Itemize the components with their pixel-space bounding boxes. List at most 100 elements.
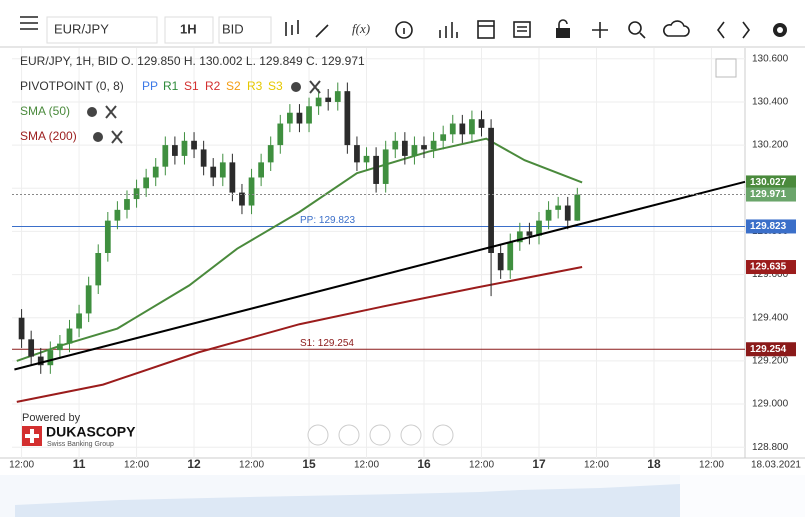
period-box[interactable] (164, 16, 214, 44)
menu-button[interactable] (20, 16, 38, 30)
price-tag (746, 342, 796, 357)
y-tick-label: 129.400 (752, 312, 789, 323)
candle-body (267, 145, 274, 163)
indicators-button[interactable]: f(x) (352, 21, 370, 36)
sma50-legend: SMA (50) (20, 104, 70, 118)
side[interactable]: BID (222, 21, 244, 36)
zoom-controls[interactable] (307, 424, 454, 446)
cloud-button[interactable] (663, 20, 690, 37)
candle-body (248, 177, 255, 206)
pivot-level: R2 (205, 79, 221, 93)
legend-controls[interactable] (87, 80, 321, 144)
candle-body (507, 242, 514, 271)
candle-body (430, 140, 437, 150)
candle-body (152, 166, 159, 178)
pivot-label: S1: 129.254 (300, 338, 354, 349)
date-label: 18.03.2021 (751, 460, 801, 471)
y-tick-label: 130.200 (752, 140, 789, 151)
pivot-level: S1 (184, 79, 199, 93)
draw-button[interactable] (315, 24, 329, 38)
settings-button[interactable] (773, 23, 787, 37)
info-button[interactable] (395, 21, 413, 39)
price-tag-label: 129.971 (750, 189, 787, 200)
candle-body (315, 97, 322, 107)
brand-tagline: Swiss Banking Group (47, 441, 114, 448)
sma-line (16, 137, 583, 362)
candle-body (181, 140, 188, 156)
brand-name: DUKASCOPY (46, 424, 136, 440)
candle-body (114, 209, 121, 221)
pivot-level: S2 (226, 79, 241, 93)
candle-body (57, 343, 63, 351)
price-tag (746, 187, 796, 202)
pivot-levels: PP R1 S1 R2 S2 R3 S3 (142, 79, 283, 93)
candle-body (229, 162, 236, 193)
price-tag-label: 129.254 (750, 344, 787, 355)
candle-body (564, 205, 571, 221)
pivot-legend: PIVOTPOINT (0, 8) (20, 79, 124, 93)
candle-body (325, 97, 332, 102)
bars-button[interactable] (439, 22, 458, 38)
sma-line (16, 266, 583, 403)
symbol[interactable]: EUR/JPY (54, 21, 109, 36)
candle-body (286, 112, 293, 124)
symbol-box[interactable] (46, 16, 158, 44)
candle-body (277, 123, 284, 146)
candle-body (28, 339, 35, 357)
sma200-legend: SMA (200) (20, 129, 77, 143)
candle-body (526, 231, 533, 236)
back-button[interactable] (717, 21, 725, 39)
candle-body (219, 162, 226, 178)
candle-body (85, 285, 92, 314)
x-tick-label: 17 (532, 457, 546, 471)
forward-button[interactable] (742, 21, 750, 39)
candle-body (459, 123, 466, 135)
side-box[interactable] (218, 16, 272, 44)
zoom-button[interactable] (628, 21, 646, 39)
chart-type-button[interactable] (285, 20, 299, 36)
pivot-level: R1 (163, 79, 179, 93)
x-tick-label: 12:00 (584, 460, 609, 471)
report-button[interactable] (513, 21, 531, 38)
x-tick-label: 12:00 (124, 460, 149, 471)
fullscreen-button[interactable] (715, 58, 737, 78)
candle-body (334, 91, 341, 102)
candle-body (104, 220, 111, 253)
candle-body (363, 155, 370, 163)
plot: 128.800 129.000 129.200 129.400 129.600 129.8… (0, 48, 805, 471)
price-tag (746, 260, 796, 275)
x-tick-label: 12:00 (9, 460, 34, 471)
pivot-level: R3 (247, 79, 263, 93)
crosshair-button[interactable] (592, 22, 608, 38)
candle-body (536, 220, 542, 236)
x-tick-label: 11 (73, 457, 86, 471)
candle-body (200, 149, 207, 167)
candle-body (440, 134, 447, 141)
candle-body (449, 123, 456, 135)
y-tick-label: 130.600 (752, 53, 789, 64)
candle-body (401, 140, 408, 156)
navigator-window (680, 475, 805, 517)
x-tick-label: 12 (187, 457, 201, 471)
ohlc-legend: EUR/JPY, 1H, BID O. 129.850 H. 130.002 L… (20, 54, 365, 68)
toolbar: EUR/JPY 1H BID f(x) (0, 0, 805, 44)
calendar-button[interactable] (477, 20, 495, 39)
candle-body (354, 145, 360, 163)
candle-body (574, 194, 581, 221)
pivot-label: PP: 129.823 (300, 215, 355, 226)
lock-button[interactable] (556, 19, 570, 38)
candle-body (411, 145, 418, 156)
y-tick-label: 130.400 (752, 97, 789, 108)
candle-body (76, 313, 82, 329)
candle-body (555, 205, 562, 210)
pivot-level: S3 (268, 79, 283, 93)
x-tick-label: 12:00 (239, 460, 264, 471)
candle-body (239, 192, 245, 206)
period[interactable]: 1H (180, 21, 197, 36)
candle-body (162, 145, 169, 167)
pivot-level: PP (142, 79, 158, 93)
candle-body (210, 166, 217, 178)
trend-line (14, 180, 746, 371)
